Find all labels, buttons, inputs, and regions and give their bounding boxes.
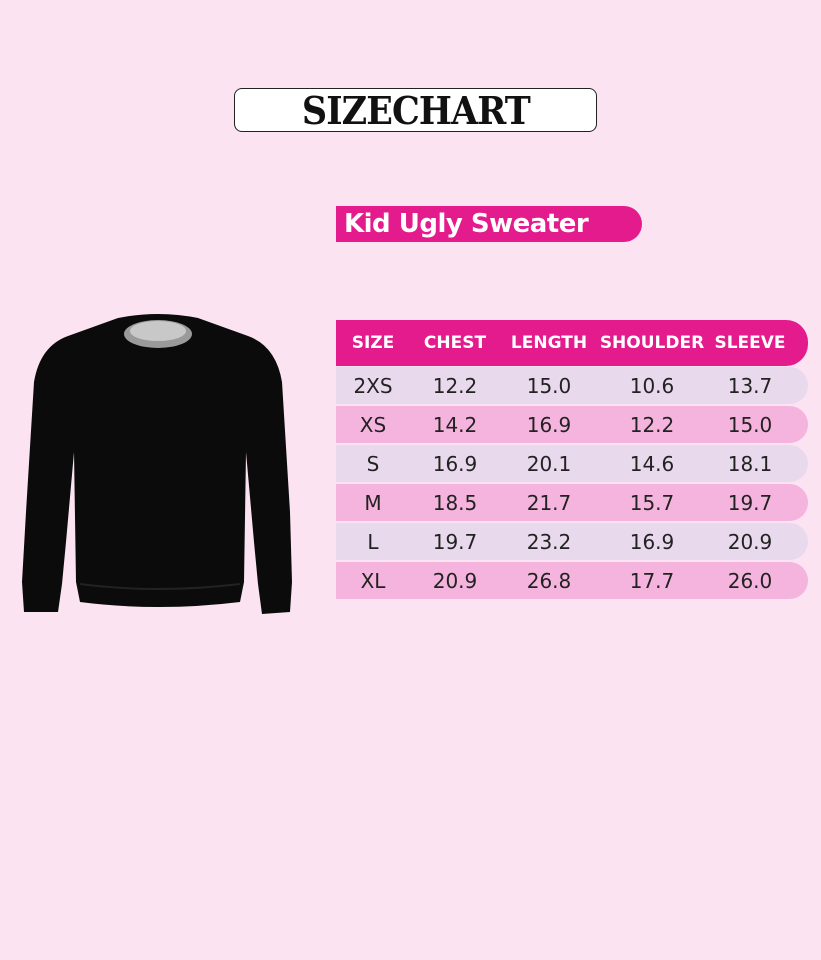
table-cell: 16.9 <box>629 529 675 554</box>
table-cell: 16.9 <box>526 412 572 437</box>
table-cell: 10.6 <box>629 373 675 398</box>
table-cell: 12.2 <box>629 412 675 437</box>
size-table: SIZE CHEST LENGTH SHOULDER SLEEVE 2XS 12.… <box>336 320 808 601</box>
table-cell: XL <box>360 568 386 593</box>
table-cell: 19.7 <box>727 490 773 515</box>
header-shoulder: SHOULDER <box>599 333 705 353</box>
table-cell: S <box>366 451 380 476</box>
size-chart-title: SIZECHART <box>234 87 597 133</box>
table-cell: 14.6 <box>629 451 675 476</box>
table-cell: 26.8 <box>526 568 572 593</box>
table-header: SIZE CHEST LENGTH SHOULDER SLEEVE <box>336 320 808 366</box>
table-cell: 20.1 <box>526 451 572 476</box>
table-cell: 15.0 <box>526 373 572 398</box>
table-row: 2XS 12.2 15.0 10.6 13.7 <box>336 367 808 404</box>
table-cell: 26.0 <box>727 568 773 593</box>
table-cell: 16.9 <box>432 451 478 476</box>
table-cell: 17.7 <box>629 568 675 593</box>
table-cell: 20.9 <box>432 568 478 593</box>
table-cell: 19.7 <box>432 529 478 554</box>
header-size: SIZE <box>351 333 395 353</box>
table-cell: M <box>364 490 382 515</box>
table-cell: 12.2 <box>432 373 478 398</box>
header-sleeve: SLEEVE <box>714 333 786 353</box>
table-cell: XS <box>359 412 387 437</box>
table-cell: 2XS <box>353 373 393 398</box>
table-cell: 14.2 <box>432 412 478 437</box>
table-cell: 21.7 <box>526 490 572 515</box>
table-row: XS 14.2 16.9 12.2 15.0 <box>336 406 808 443</box>
table-cell: 20.9 <box>727 529 773 554</box>
table-row: L 19.7 23.2 16.9 20.9 <box>336 523 808 560</box>
table-cell: L <box>367 529 379 554</box>
product-name-banner: Kid Ugly Sweater <box>336 206 642 242</box>
header-chest: CHEST <box>423 333 487 353</box>
title-text: SIZECHART <box>301 87 531 133</box>
table-cell: 15.0 <box>727 412 773 437</box>
table-cell: 13.7 <box>727 373 773 398</box>
table-cell: 15.7 <box>629 490 675 515</box>
table-row: S 16.9 20.1 14.6 18.1 <box>336 445 808 482</box>
table-cell: 18.5 <box>432 490 478 515</box>
table-cell: 23.2 <box>526 529 572 554</box>
table-row: XL 20.9 26.8 17.7 26.0 <box>336 562 808 599</box>
sweater-image <box>22 314 292 614</box>
header-length: LENGTH <box>510 333 588 353</box>
table-row: M 18.5 21.7 15.7 19.7 <box>336 484 808 521</box>
table-cell: 18.1 <box>727 451 773 476</box>
